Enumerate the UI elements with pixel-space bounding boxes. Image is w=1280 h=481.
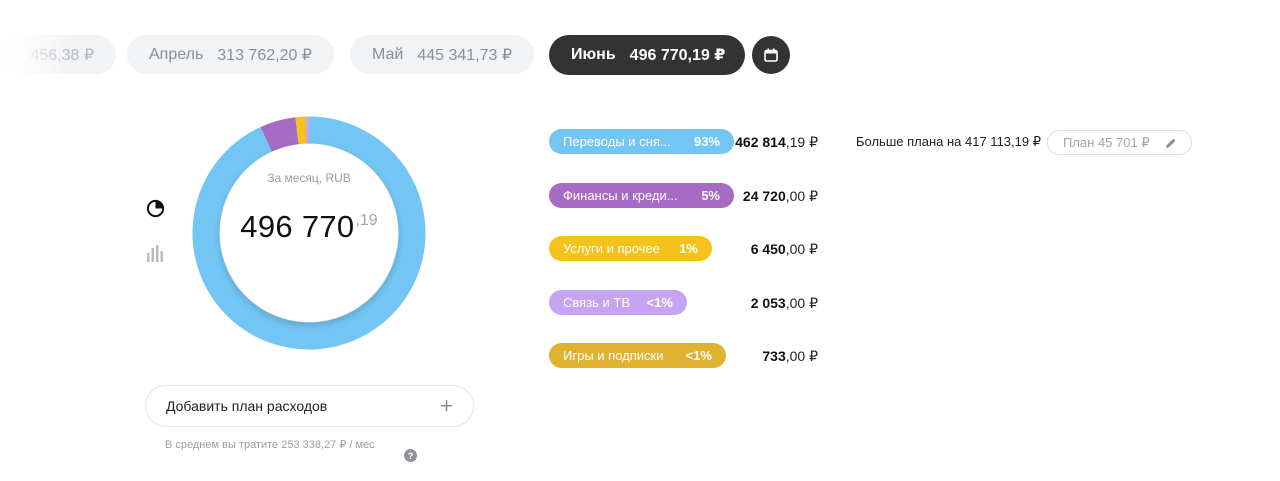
category-amount-fraction: ,00 ₽ [785,348,818,364]
month-amount: 456,38 ₽ [30,46,94,64]
donut-caption: За месяц, RUB [267,171,351,185]
category-amount-integer: 733 [762,348,786,364]
average-spending-text: В среднем вы тратите 253 338,27 ₽ / мес [165,439,375,451]
month-tab-may[interactable]: Май 445 341,73 ₽ [350,35,535,74]
category-services[interactable]: Услуги и прочее 1% [549,236,712,261]
category-percent: 1% [679,241,698,256]
pencil-icon [1166,138,1176,148]
category-percent: 93% [693,134,720,149]
add-plan-label: Добавить план расходов [166,398,328,414]
plan-label: План 45 701 ₽ [1063,134,1150,150]
pie-chart-icon[interactable] [146,199,165,218]
month-label: Июнь [571,46,616,63]
category-transfers[interactable]: Переводы и сня... 93% [549,129,734,154]
plan-edit-button[interactable]: План 45 701 ₽ [1047,130,1192,155]
donut-total-integer: 496 770 [240,209,355,244]
over-plan-text: Больше плана на 417 113,19 ₽ [856,134,1041,149]
category-name: Связь и ТВ [563,295,631,310]
month-amount: 313 762,20 ₽ [217,46,312,64]
category-percent: <1% [685,348,712,363]
plus-icon: + [440,393,453,418]
donut-slice [260,117,300,152]
category-percent: 5% [701,188,720,203]
category-amount-fraction: ,00 ₽ [785,295,818,311]
donut-slice [192,116,426,350]
donut-total: 496 770,19 [211,209,407,245]
category-amount: 6 450,00 ₽ [700,241,818,258]
category-name: Финансы и креди... [563,188,678,203]
category-amount: 24 720,00 ₽ [700,188,818,205]
category-telecom[interactable]: Связь и ТВ <1% [549,290,687,315]
category-amount: 2 053,00 ₽ [700,295,818,312]
category-amount-integer: 2 053 [750,295,786,311]
category-amount-integer: 6 450 [750,241,786,257]
donut-slice [295,116,306,145]
category-percent: <1% [646,295,673,310]
donut-total-fraction: ,19 [355,212,378,229]
category-amount-fraction: ,19 ₽ [785,134,818,150]
expenses-donut-chart [192,116,426,350]
month-amount: 445 341,73 ₽ [417,46,513,64]
calendar-icon [764,48,778,62]
category-amount-integer: 24 720 [742,188,786,204]
donut-center [220,144,398,322]
category-name: Игры и подписки [563,348,664,363]
month-label: Апрель [149,45,204,63]
calendar-button[interactable] [752,36,790,74]
month-label: Май [372,45,404,63]
category-name: Переводы и сня... [563,134,671,149]
category-amount-integer: 462 814 [735,134,786,150]
month-tab-march[interactable]: 456,38 ₽ [0,35,116,74]
category-name: Услуги и прочее [563,241,660,256]
bar-chart-icon[interactable] [146,244,165,263]
add-spending-plan-button[interactable]: Добавить план расходов + [145,385,474,427]
help-icon[interactable]: ? [404,449,417,462]
category-games[interactable]: Игры и подписки <1% [549,343,726,368]
category-amount: 733,00 ₽ [700,348,818,365]
category-amount: 462 814,19 ₽ [700,134,818,151]
category-finance[interactable]: Финансы и креди... 5% [549,183,734,208]
category-amount-fraction: ,00 ₽ [785,241,818,257]
category-amount-fraction: ,00 ₽ [785,188,818,204]
month-amount: 496 770,19 ₽ [629,47,726,64]
month-tab-april[interactable]: Апрель 313 762,20 ₽ [127,35,334,74]
month-tab-june[interactable]: Июнь 496 770,19 ₽ [549,35,745,75]
